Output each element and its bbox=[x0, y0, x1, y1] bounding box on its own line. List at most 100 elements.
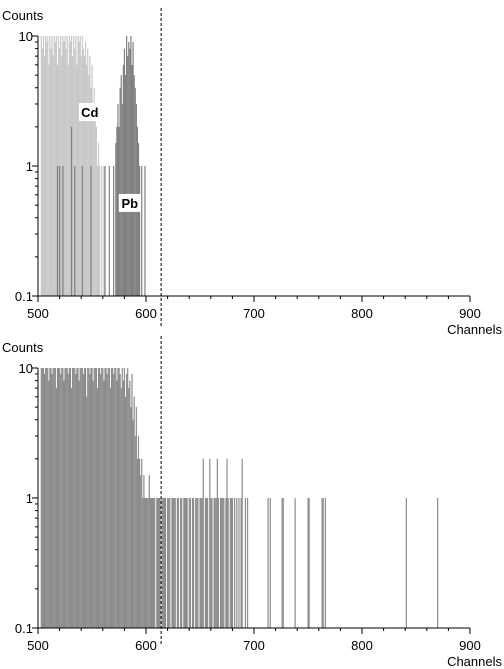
bar bbox=[234, 498, 236, 628]
bar bbox=[63, 41, 65, 297]
x-tick-label: 500 bbox=[27, 638, 49, 653]
bar bbox=[74, 166, 76, 296]
bar bbox=[126, 36, 128, 296]
panel-bottom: 500 600 700 800 900 0.1 1 10 Counts Channels bbox=[2, 336, 502, 669]
bar bbox=[122, 64, 124, 296]
bar bbox=[53, 36, 55, 296]
bar bbox=[65, 368, 67, 628]
bar bbox=[69, 41, 72, 297]
bar bbox=[99, 368, 101, 628]
bar bbox=[141, 166, 143, 296]
bar bbox=[75, 36, 77, 296]
bar bbox=[176, 498, 178, 628]
bar bbox=[294, 498, 296, 628]
bar bbox=[108, 166, 110, 296]
bar bbox=[97, 143, 100, 296]
bar bbox=[151, 498, 154, 628]
bar bbox=[56, 368, 59, 628]
bar bbox=[196, 498, 198, 628]
bar bbox=[59, 166, 61, 296]
bar bbox=[104, 166, 106, 296]
bar bbox=[43, 56, 46, 296]
annotation-box bbox=[78, 103, 101, 122]
bar bbox=[65, 48, 67, 296]
bar bbox=[199, 498, 201, 628]
y-tick-label: 1 bbox=[26, 159, 33, 174]
bar bbox=[159, 498, 161, 628]
bar bbox=[48, 64, 50, 296]
bar bbox=[42, 368, 45, 628]
bar bbox=[200, 498, 202, 628]
bar bbox=[76, 64, 78, 296]
bar bbox=[217, 498, 220, 628]
bar bbox=[60, 373, 62, 628]
bar bbox=[140, 475, 142, 628]
bar bbox=[95, 126, 97, 297]
annotation-cd: Cd bbox=[81, 105, 98, 120]
bar bbox=[168, 498, 170, 628]
bar bbox=[102, 368, 104, 628]
bar bbox=[207, 498, 209, 628]
bar bbox=[93, 87, 95, 296]
bar bbox=[133, 396, 135, 628]
bar bbox=[282, 498, 284, 628]
bar bbox=[120, 75, 122, 296]
bar bbox=[131, 64, 133, 296]
x-tick-label: 700 bbox=[243, 638, 265, 653]
bar bbox=[188, 498, 190, 628]
bar bbox=[150, 498, 153, 628]
bar bbox=[50, 368, 52, 628]
bar bbox=[134, 87, 136, 296]
bar bbox=[123, 368, 126, 628]
bar bbox=[143, 475, 145, 628]
x-tick-label: 600 bbox=[135, 306, 157, 321]
bar bbox=[163, 498, 166, 628]
bar bbox=[197, 498, 199, 628]
bar bbox=[117, 368, 119, 628]
bar bbox=[120, 388, 122, 628]
bar bbox=[321, 498, 323, 628]
bar bbox=[124, 396, 127, 628]
bar bbox=[40, 368, 42, 628]
bar bbox=[52, 368, 54, 628]
bar bbox=[156, 498, 158, 628]
bar bbox=[66, 368, 68, 628]
bar bbox=[123, 48, 126, 296]
bar bbox=[132, 419, 134, 628]
bar bbox=[55, 36, 58, 296]
bar bbox=[142, 498, 144, 628]
bar bbox=[100, 373, 102, 628]
bar bbox=[51, 36, 53, 296]
bar bbox=[133, 75, 135, 296]
bar bbox=[74, 368, 76, 628]
bar bbox=[126, 373, 128, 628]
bar bbox=[136, 458, 139, 628]
bar bbox=[138, 166, 141, 296]
bar bbox=[81, 368, 83, 628]
bar bbox=[244, 498, 247, 628]
bar bbox=[205, 498, 208, 628]
bar bbox=[83, 56, 86, 296]
bar bbox=[128, 41, 130, 297]
bar bbox=[201, 498, 203, 628]
y-axis-title: Counts bbox=[2, 340, 44, 355]
bar bbox=[72, 368, 74, 628]
x-tick-label: 500 bbox=[27, 306, 49, 321]
bar bbox=[50, 48, 52, 296]
bar bbox=[128, 388, 130, 628]
bar bbox=[41, 48, 43, 296]
bar bbox=[45, 368, 47, 628]
bar bbox=[113, 166, 115, 296]
series-0 bbox=[40, 368, 439, 628]
bar bbox=[103, 380, 105, 628]
bar bbox=[88, 75, 90, 296]
bar bbox=[129, 380, 131, 628]
bar bbox=[184, 498, 186, 628]
bar bbox=[86, 396, 88, 628]
bar bbox=[108, 368, 110, 628]
bar bbox=[230, 498, 232, 628]
bar bbox=[41, 368, 43, 628]
bar bbox=[130, 407, 132, 628]
annotation-pb: Pb bbox=[121, 196, 138, 211]
bar bbox=[183, 498, 185, 628]
